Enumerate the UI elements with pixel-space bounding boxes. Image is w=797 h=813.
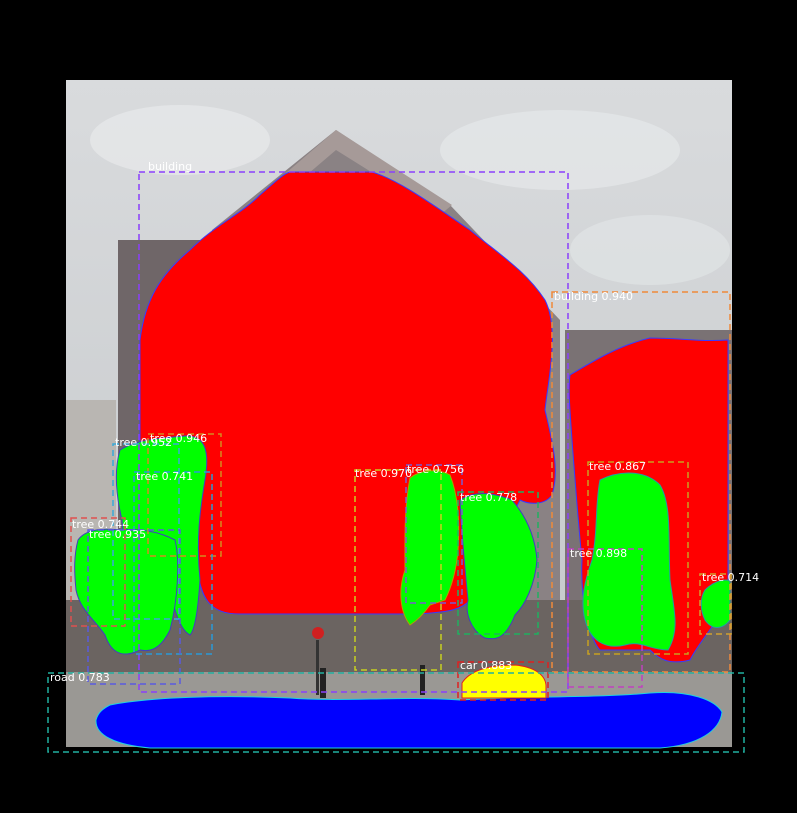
box-road-1 <box>47 672 745 753</box>
pedestrian <box>420 665 425 695</box>
cloud <box>570 215 730 285</box>
box-tree-5 <box>87 529 181 685</box>
label-car-1: car 0.883 <box>460 659 512 672</box>
label-tree-1: tree 0.946 <box>150 432 207 445</box>
box-building-2 <box>551 291 731 673</box>
box-tree-7 <box>405 464 463 604</box>
box-tree-9 <box>587 461 689 655</box>
cloud <box>90 105 270 175</box>
label-tree-4: tree 0.744 <box>72 518 129 531</box>
label-tree-5: tree 0.935 <box>89 528 146 541</box>
tree-mask <box>74 528 179 655</box>
label-tree-2: tree 0.952 <box>115 436 172 449</box>
label-tree-8: tree 0.778 <box>460 491 517 504</box>
box-tree-11 <box>699 573 732 635</box>
tree-mask <box>459 493 538 640</box>
box-car-1 <box>457 661 549 701</box>
label-road-1: road 0.783 <box>50 671 110 684</box>
traffic-sign <box>312 627 324 639</box>
box-tree-4 <box>70 517 126 627</box>
label-tree-3: tree 0.741 <box>136 470 193 483</box>
label-tree-9: tree 0.867 <box>589 460 646 473</box>
detection-labels: building building 0.940 tree 0.946 tree … <box>50 160 759 684</box>
box-tree-1 <box>147 433 222 557</box>
pedestrian <box>320 668 326 698</box>
cloud <box>440 110 680 190</box>
box-tree-6 <box>354 469 442 671</box>
sign-pole <box>316 640 319 695</box>
tree-mask <box>400 470 460 626</box>
label-tree-10: tree 0.898 <box>570 547 627 560</box>
label-tree-7: tree 0.756 <box>407 463 464 476</box>
road-mask <box>95 691 723 749</box>
label-tree-6: tree 0.970 <box>355 467 412 480</box>
detection-boxes <box>47 171 745 753</box>
box-tree-10 <box>567 548 643 688</box>
label-building-2: building 0.940 <box>554 290 633 303</box>
tree-mask <box>582 472 676 651</box>
box-building-1 <box>138 171 569 693</box>
label-building-1: building <box>148 160 192 173</box>
label-tree-11: tree 0.714 <box>702 571 759 584</box>
masks <box>74 171 731 749</box>
box-tree-8 <box>457 491 539 635</box>
box-tree-2 <box>112 443 180 620</box>
tree-mask <box>700 579 731 628</box>
